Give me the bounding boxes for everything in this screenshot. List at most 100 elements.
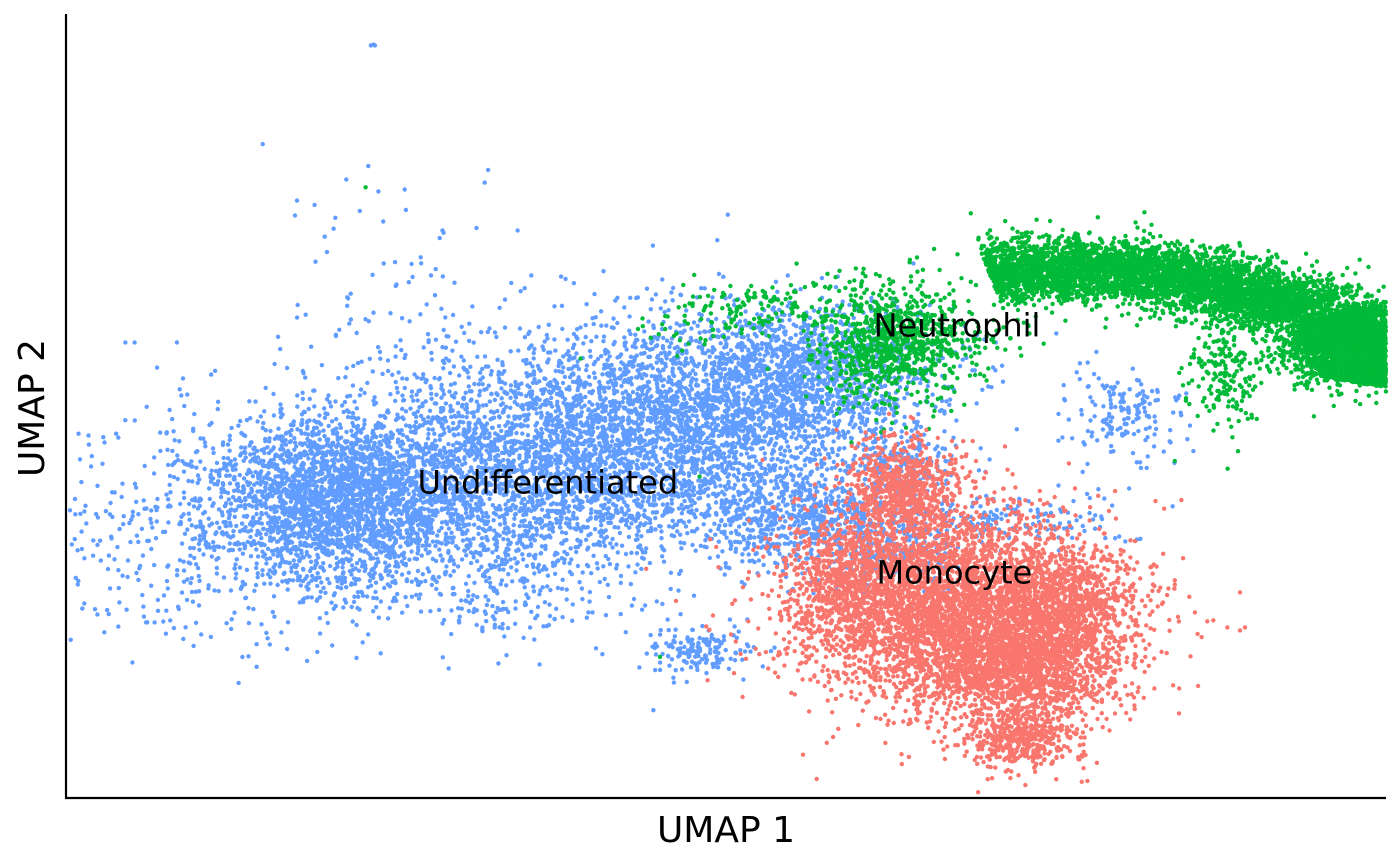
point-undifferentiated-5010 [745, 451, 749, 455]
point-undifferentiated-235 [70, 542, 74, 546]
point-undifferentiated-40 [475, 559, 479, 563]
point-undifferentiated-3624 [167, 503, 171, 507]
point-undifferentiated-2602 [567, 358, 571, 362]
point-undifferentiated-2539 [598, 515, 602, 519]
point-undifferentiated-2457 [106, 567, 110, 571]
point-undifferentiated-397 [254, 583, 258, 587]
point-undifferentiated-3306 [657, 524, 661, 528]
point-undifferentiated-2962 [142, 614, 146, 618]
point-undifferentiated-1844 [234, 572, 238, 576]
point-undifferentiated-5025 [726, 352, 730, 356]
point-undifferentiated-2556 [386, 616, 390, 620]
point-undifferentiated-4428 [574, 527, 578, 531]
point-undifferentiated-933 [492, 511, 496, 515]
point-undifferentiated-3374 [379, 434, 383, 438]
point-undifferentiated-3741 [462, 427, 466, 431]
point-undifferentiated-2239 [248, 535, 252, 539]
point-undifferentiated-4247 [767, 463, 771, 467]
point-undifferentiated-4811 [592, 371, 596, 375]
point-undifferentiated-436 [101, 435, 105, 439]
point-undifferentiated-3731 [215, 521, 219, 525]
point-undifferentiated-3219 [379, 651, 383, 655]
point-undifferentiated-4998 [654, 292, 658, 296]
point-undifferentiated-1262 [90, 454, 94, 458]
point-undifferentiated-3281 [514, 505, 518, 509]
point-undifferentiated-2740 [438, 438, 442, 442]
point-undifferentiated-1473 [234, 576, 238, 580]
point-undifferentiated-2444 [659, 529, 663, 533]
point-undifferentiated-3907 [194, 466, 198, 470]
point-undifferentiated-3203 [144, 620, 148, 624]
point-undifferentiated-3715 [782, 454, 786, 458]
point-undifferentiated-2835 [254, 506, 258, 510]
point-undifferentiated-3210 [179, 521, 183, 525]
point-undifferentiated-2532 [164, 609, 168, 613]
point-undifferentiated-3702 [509, 349, 513, 353]
point-undifferentiated-4369 [509, 281, 513, 285]
point-undifferentiated-2569 [136, 578, 140, 582]
point-undifferentiated-1324 [188, 554, 192, 558]
point-undifferentiated-4620 [543, 377, 547, 381]
point-undifferentiated-1394 [236, 424, 240, 428]
point-undifferentiated-807 [378, 357, 382, 361]
point-undifferentiated-3885 [752, 535, 756, 539]
point-undifferentiated-3206 [601, 504, 605, 508]
point-undifferentiated-914 [168, 618, 172, 622]
point-undifferentiated-3486 [679, 546, 683, 550]
point-undifferentiated-2249 [426, 415, 430, 419]
point-undifferentiated-4790 [665, 502, 669, 506]
point-undifferentiated-3977 [520, 519, 524, 523]
point-undifferentiated-1217 [108, 501, 112, 505]
point-undifferentiated-1375 [497, 567, 501, 571]
point-undifferentiated-2910 [491, 426, 495, 430]
point-undifferentiated-3837 [549, 502, 553, 506]
point-undifferentiated-2974 [113, 490, 117, 494]
point-undifferentiated-3850 [356, 590, 360, 594]
point-undifferentiated-2307 [115, 545, 119, 549]
point-undifferentiated-2783 [608, 562, 612, 566]
point-undifferentiated-1263 [461, 538, 465, 542]
point-undifferentiated-4681 [1081, 470, 1085, 474]
point-undifferentiated-4014 [624, 552, 628, 556]
point-undifferentiated-3958 [497, 563, 501, 567]
point-undifferentiated-3948 [559, 514, 563, 518]
point-undifferentiated-4172 [451, 518, 455, 522]
point-undifferentiated-1359 [509, 388, 513, 392]
point-undifferentiated-2075 [102, 630, 106, 634]
point-undifferentiated-1076 [190, 523, 194, 527]
point-undifferentiated-964 [351, 411, 355, 415]
point-undifferentiated-3600 [639, 567, 643, 571]
point-undifferentiated-3447 [558, 525, 562, 529]
point-undifferentiated-138 [275, 583, 279, 587]
point-undifferentiated-1220 [514, 561, 518, 565]
point-undifferentiated-1002 [327, 581, 331, 585]
point-undifferentiated-1645 [484, 579, 488, 583]
point-undifferentiated-1075 [619, 612, 623, 616]
point-undifferentiated-3760 [248, 443, 252, 447]
point-undifferentiated-517 [278, 347, 282, 351]
point-undifferentiated-2944 [141, 553, 145, 557]
point-undifferentiated-3230 [391, 545, 395, 549]
point-undifferentiated-3558 [477, 568, 481, 572]
point-undifferentiated-412 [629, 521, 633, 525]
point-undifferentiated-3758 [189, 464, 193, 468]
point-undifferentiated-1065 [137, 566, 141, 570]
point-undifferentiated-3282 [217, 526, 221, 530]
point-undifferentiated-3472 [592, 543, 596, 547]
point-undifferentiated-1621 [168, 490, 172, 494]
point-undifferentiated-4175 [228, 535, 232, 539]
point-undifferentiated-3451 [446, 442, 450, 446]
point-undifferentiated-2832 [505, 525, 509, 529]
point-undifferentiated-2519 [416, 523, 420, 527]
point-undifferentiated-3334 [488, 445, 492, 449]
point-undifferentiated-3671 [361, 640, 365, 644]
point-undifferentiated-3093 [479, 457, 483, 461]
point-undifferentiated-1534 [424, 547, 428, 551]
point-undifferentiated-2483 [229, 627, 233, 631]
point-undifferentiated-3605 [648, 561, 652, 565]
point-undifferentiated-4045 [300, 391, 304, 395]
point-undifferentiated-2534 [401, 442, 405, 446]
point-undifferentiated-2852 [706, 503, 710, 507]
point-undifferentiated-2387 [472, 581, 476, 585]
point-undifferentiated-326 [152, 563, 156, 567]
